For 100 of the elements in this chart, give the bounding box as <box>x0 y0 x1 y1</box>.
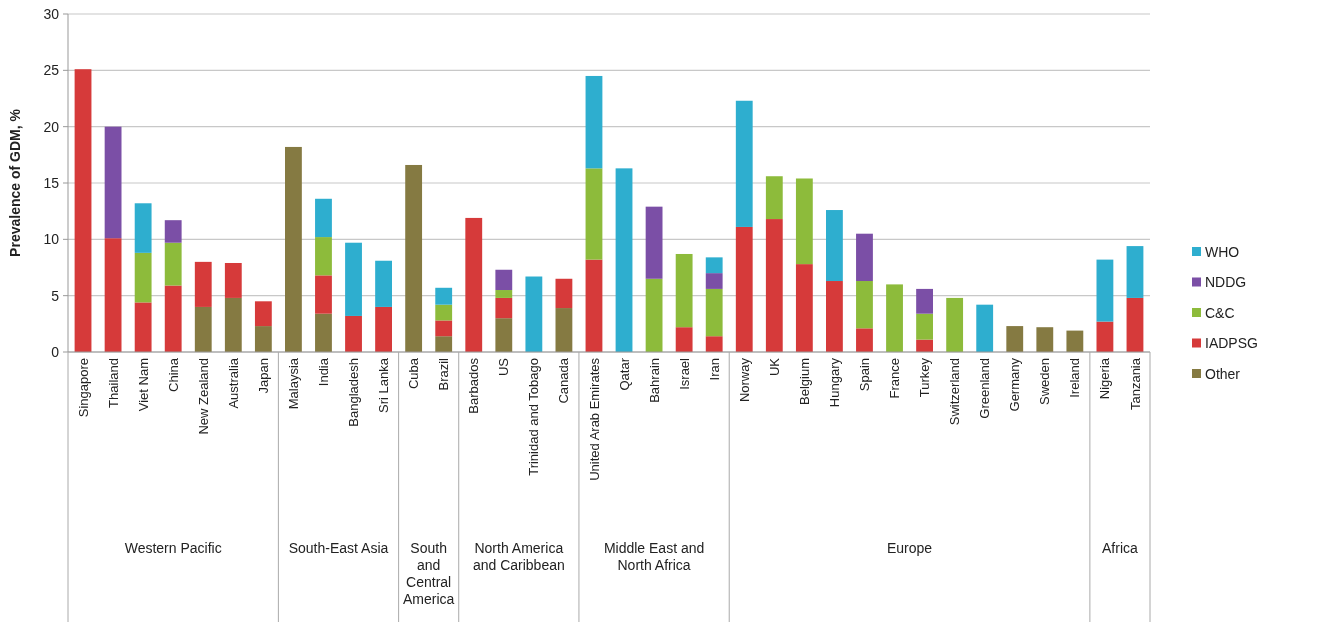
bar <box>946 297 964 352</box>
bar <box>675 327 693 352</box>
bar <box>826 281 843 352</box>
bar <box>765 219 783 352</box>
bar <box>555 308 573 352</box>
legend-label: C&C <box>1205 304 1235 321</box>
bar <box>735 226 753 352</box>
bar <box>435 320 453 337</box>
bar <box>104 238 122 352</box>
bar <box>495 290 513 298</box>
bar <box>525 276 543 352</box>
bar <box>164 220 182 243</box>
x-tick-label: Trinidad and Tobago <box>526 358 542 476</box>
bar <box>1126 246 1144 298</box>
bar <box>345 315 362 352</box>
bar <box>495 297 513 319</box>
x-tick-label: Brazil <box>436 357 452 391</box>
x-tick-label: Spain <box>857 358 873 392</box>
bar <box>1066 330 1084 352</box>
x-tick-label: New Zealand <box>195 358 211 435</box>
bar <box>735 100 753 227</box>
bar <box>795 264 813 352</box>
bar <box>74 69 92 352</box>
text: South-East Asia <box>288 540 389 556</box>
bar <box>134 302 152 352</box>
bar <box>194 261 212 307</box>
x-tick-label: Iran <box>706 358 722 381</box>
x-tick-label: Hungary <box>826 357 842 408</box>
bar <box>254 326 272 352</box>
bar <box>405 164 423 352</box>
y-tick-label: 5 <box>51 287 60 304</box>
x-tick-label: Turkey <box>917 357 933 398</box>
bar <box>856 328 873 352</box>
y-tick-label: 25 <box>43 62 60 79</box>
x-tick-label: Belgium <box>796 358 812 405</box>
bar <box>435 287 453 305</box>
x-tick-label: Switzerland <box>947 358 963 426</box>
bar <box>765 176 783 220</box>
y-axis-title: Prevalence of GDM, % <box>7 108 23 257</box>
y-tick-label: 0 <box>51 343 60 360</box>
x-tick-label: Canada <box>556 357 572 404</box>
x-tick-label: United Arab Emirates <box>586 357 602 481</box>
bar <box>194 306 212 352</box>
bar <box>856 233 873 282</box>
x-tick-label: Japan <box>255 358 271 394</box>
x-tick-label: Israel <box>676 357 692 390</box>
bar <box>285 146 302 352</box>
x-tick-label: China <box>165 357 181 392</box>
bar <box>826 210 843 282</box>
bar <box>976 304 994 352</box>
bar <box>585 75 603 169</box>
text: Europe <box>886 540 933 556</box>
bar <box>916 313 933 340</box>
legend-label: IADPSG <box>1205 335 1258 352</box>
bar <box>164 285 182 352</box>
x-tick-label: Germany <box>1007 357 1023 412</box>
bar <box>254 301 272 327</box>
bar <box>886 284 903 352</box>
x-tick-label: US <box>496 357 512 377</box>
bar <box>134 203 152 253</box>
x-tick-label: Tanzania <box>1127 357 1143 411</box>
bar <box>345 242 362 316</box>
x-tick-label: Malaysia <box>285 357 301 410</box>
x-tick-label: Ireland <box>1067 358 1083 398</box>
y-tick-label: 30 <box>43 5 60 22</box>
bar <box>375 260 392 307</box>
bar <box>1006 326 1024 352</box>
bar <box>615 168 633 352</box>
x-tick-label: Nigeria <box>1097 357 1113 400</box>
x-tick-label: Sweden <box>1037 358 1053 405</box>
x-tick-label: India <box>316 357 332 387</box>
bar <box>1036 327 1054 352</box>
bar <box>916 288 933 314</box>
x-tick-label: Sri Lanka <box>376 357 392 413</box>
bar <box>585 168 603 260</box>
bar <box>315 237 332 276</box>
bar <box>224 297 242 352</box>
x-tick-label: Viet Nam <box>135 358 151 412</box>
x-tick-label: Thailand <box>105 358 121 408</box>
x-tick-label: Australia <box>225 357 241 409</box>
bar <box>315 198 332 238</box>
text: North America and Caribbean <box>472 540 565 573</box>
bar <box>856 281 873 329</box>
x-tick-label: Greenland <box>977 358 993 419</box>
text: South and Central America <box>402 540 455 607</box>
y-tick-label: 20 <box>43 118 60 135</box>
bar <box>705 273 723 289</box>
bar <box>495 318 513 352</box>
y-tick-label: 10 <box>43 231 60 248</box>
bar <box>555 278 573 309</box>
bar <box>315 275 332 314</box>
bar <box>164 242 182 286</box>
bar <box>675 253 693 328</box>
bar <box>315 313 332 352</box>
x-tick-label: UK <box>766 357 782 377</box>
x-tick-label: Bahrain <box>646 358 662 403</box>
bar <box>375 306 392 352</box>
x-tick-label: Bangladesh <box>346 358 362 427</box>
x-tick-label: Singapore <box>75 358 91 418</box>
bar <box>645 278 663 352</box>
